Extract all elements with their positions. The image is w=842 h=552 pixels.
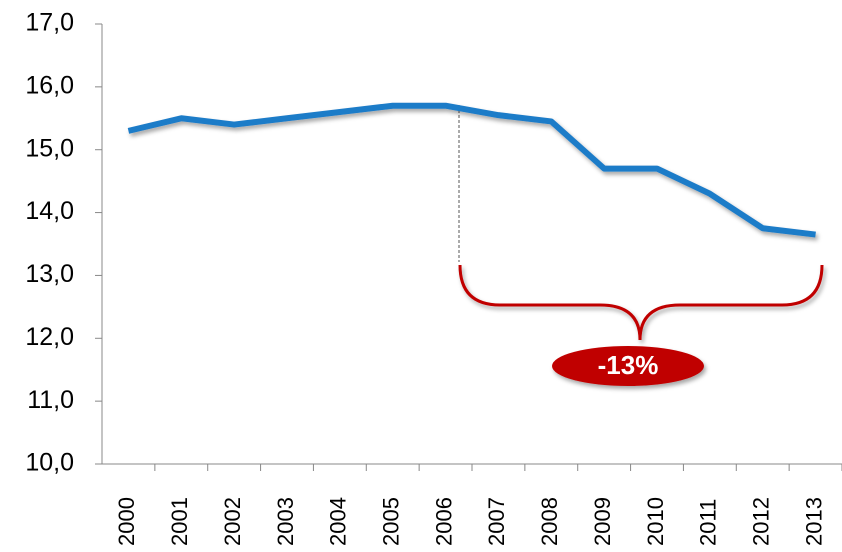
data-line xyxy=(127,102,816,238)
x-tick-label: 2012 xyxy=(749,497,774,546)
x-tick-label: 2000 xyxy=(114,497,139,546)
y-tick-label: 14,0 xyxy=(25,197,74,225)
y-tick-label: 12,0 xyxy=(25,323,74,351)
y-tick-label: 10,0 xyxy=(25,449,74,477)
y-tick-label: 17,0 xyxy=(25,9,74,37)
x-tick-label: 2011 xyxy=(696,499,721,546)
x-tick-label: 2004 xyxy=(326,497,351,546)
x-tick-label: 2005 xyxy=(379,497,404,546)
y-tick-label: 15,0 xyxy=(25,134,74,162)
x-tick-label: 2013 xyxy=(801,497,826,546)
x-tick-label: 2008 xyxy=(537,497,562,546)
x-tick-label: 2010 xyxy=(643,497,668,546)
x-tick-label: 2009 xyxy=(590,497,615,546)
x-tick-label: 2007 xyxy=(484,497,509,546)
x-tick-label: 2006 xyxy=(431,497,456,546)
y-tick-label: 11,0 xyxy=(27,386,74,414)
annotation-pill xyxy=(552,346,704,386)
y-tick-label: 13,0 xyxy=(25,260,74,288)
x-tick-label: 2003 xyxy=(273,497,298,546)
y-tick-label: 16,0 xyxy=(25,71,74,99)
bracket xyxy=(458,264,824,341)
annotation: -13% xyxy=(598,350,659,380)
x-tick-label: 2002 xyxy=(220,497,245,546)
x-tick-label: 2001 xyxy=(167,497,192,546)
